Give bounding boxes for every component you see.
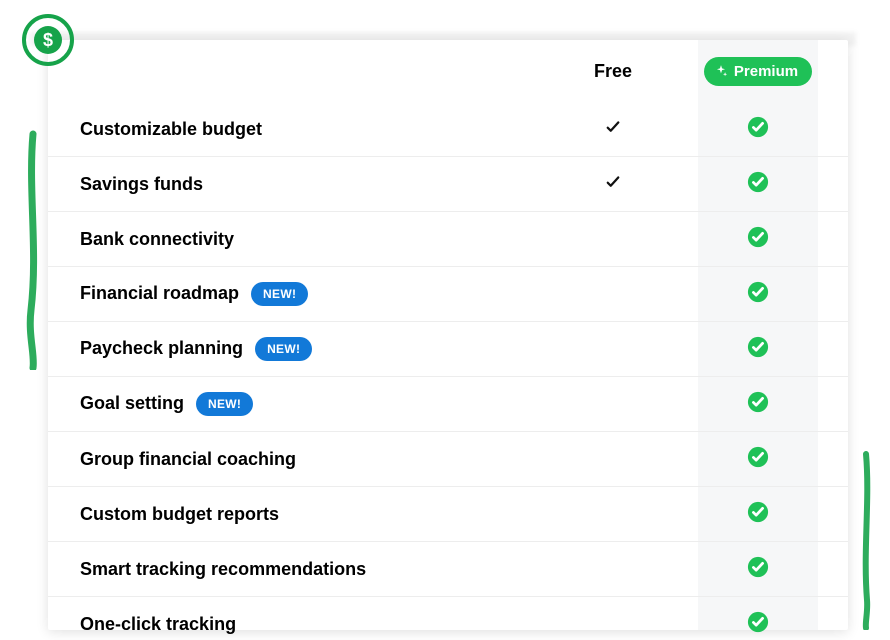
- feature-name-cell: Customizable budget: [48, 102, 543, 157]
- feature-column-header: [48, 40, 543, 102]
- table-row: Custom budget reports: [48, 487, 848, 542]
- premium-cell: [683, 212, 833, 267]
- feature-name-cell: Paycheck planning NEW!: [48, 322, 543, 377]
- free-cell: [543, 322, 683, 377]
- premium-column-header: Premium: [683, 40, 833, 102]
- feature-name-cell: Financial roadmap NEW!: [48, 267, 543, 322]
- table-row: Bank connectivity: [48, 212, 848, 267]
- premium-cell: [683, 597, 833, 640]
- premium-cell: [683, 102, 833, 157]
- free-cell: [543, 102, 683, 157]
- check-icon: [604, 178, 622, 195]
- free-cell: [543, 597, 683, 640]
- check-circle-icon: [747, 235, 769, 252]
- table-row: Smart tracking recommendations: [48, 542, 848, 597]
- feature-name-cell: Goal setting NEW!: [48, 377, 543, 432]
- premium-cell: [683, 157, 833, 212]
- check-circle-icon: [747, 345, 769, 362]
- feature-label: Customizable budget: [80, 119, 262, 139]
- feature-label: One-click tracking: [80, 614, 236, 634]
- feature-name-cell: Smart tracking recommendations: [48, 542, 543, 597]
- free-cell: [543, 542, 683, 597]
- table-row: Goal setting NEW!: [48, 377, 848, 432]
- premium-pill[interactable]: Premium: [704, 57, 812, 86]
- premium-cell: [683, 542, 833, 597]
- feature-label: Paycheck planning: [80, 338, 243, 358]
- feature-label: Goal setting: [80, 393, 184, 413]
- premium-cell: [683, 322, 833, 377]
- premium-cell: [683, 377, 833, 432]
- feature-label: Group financial coaching: [80, 449, 296, 469]
- feature-label: Financial roadmap: [80, 283, 239, 303]
- feature-label: Savings funds: [80, 174, 203, 194]
- check-circle-icon: [747, 565, 769, 582]
- check-icon: [604, 123, 622, 140]
- free-cell: [543, 212, 683, 267]
- table-header-row: Free Premium: [48, 40, 848, 102]
- check-circle-icon: [747, 290, 769, 307]
- check-circle-icon: [747, 455, 769, 472]
- feature-label: Smart tracking recommendations: [80, 559, 366, 579]
- free-column-header: Free: [543, 40, 683, 102]
- table-row: Customizable budget: [48, 102, 848, 157]
- premium-cell: [683, 432, 833, 487]
- table-row: Group financial coaching: [48, 432, 848, 487]
- table-row: One-click tracking: [48, 597, 848, 640]
- premium-cell: [683, 267, 833, 322]
- table-row: Savings funds: [48, 157, 848, 212]
- left-marker-stroke: [24, 130, 42, 370]
- feature-name-cell: Custom budget reports: [48, 487, 543, 542]
- svg-text:$: $: [43, 30, 53, 50]
- new-badge: NEW!: [251, 282, 308, 306]
- dollar-badge-icon: $: [20, 12, 76, 68]
- free-cell: [543, 157, 683, 212]
- feature-name-cell: One-click tracking: [48, 597, 543, 640]
- free-cell: [543, 432, 683, 487]
- feature-label: Custom budget reports: [80, 504, 279, 524]
- free-cell: [543, 267, 683, 322]
- feature-name-cell: Group financial coaching: [48, 432, 543, 487]
- right-marker-stroke: [858, 450, 874, 630]
- check-circle-icon: [747, 125, 769, 142]
- free-cell: [543, 377, 683, 432]
- feature-name-cell: Bank connectivity: [48, 212, 543, 267]
- check-circle-icon: [747, 180, 769, 197]
- feature-name-cell: Savings funds: [48, 157, 543, 212]
- free-cell: [543, 487, 683, 542]
- table-row: Financial roadmap NEW!: [48, 267, 848, 322]
- sparkle-icon: [714, 64, 728, 78]
- new-badge: NEW!: [196, 392, 253, 416]
- check-circle-icon: [747, 620, 769, 637]
- premium-pill-label: Premium: [734, 63, 798, 80]
- feature-label: Bank connectivity: [80, 229, 234, 249]
- pricing-comparison-card: Free Premium Customizable budget Savings…: [48, 40, 848, 630]
- table-row: Paycheck planning NEW!: [48, 322, 848, 377]
- premium-cell: [683, 487, 833, 542]
- check-circle-icon: [747, 510, 769, 527]
- new-badge: NEW!: [255, 337, 312, 361]
- check-circle-icon: [747, 400, 769, 417]
- feature-comparison-table: Free Premium Customizable budget Savings…: [48, 40, 848, 640]
